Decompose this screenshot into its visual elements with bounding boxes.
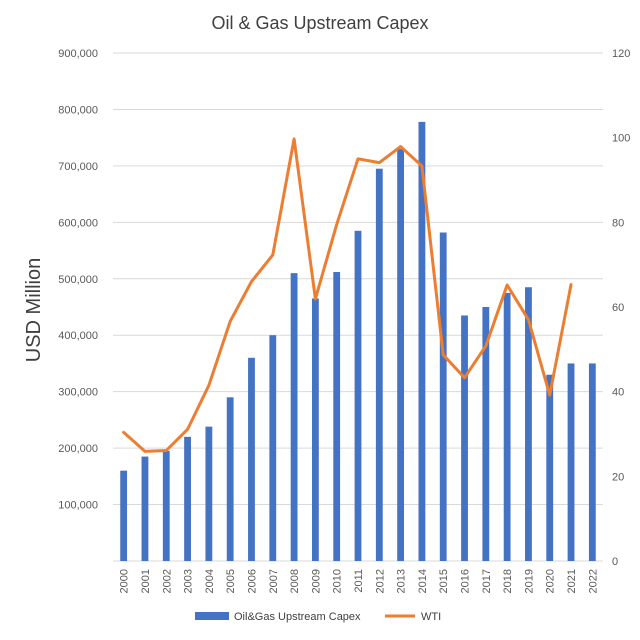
right-tick-label: 20 [612,471,624,483]
left-tick-label: 400,000 [58,330,98,342]
capex-bars [120,121,596,562]
left-tick-label: 700,000 [58,161,98,173]
capex-bar [269,335,277,561]
x-tick-label: 2019 [523,569,535,593]
x-tick-label: 2003 [183,569,195,593]
x-tick-label: 2012 [374,569,386,593]
capex-bar [333,272,341,561]
capex-bar [375,168,383,561]
x-tick-label: 2008 [289,569,301,593]
right-tick-label: 100 [612,133,630,145]
capex-bar [418,121,426,562]
capex-bar [567,363,575,561]
x-tick-label: 2014 [417,569,429,593]
left-tick-label: 900,000 [58,48,98,60]
wti-line-layer [122,137,573,453]
capex-bar [461,315,468,561]
x-tick-label: 2004 [204,569,216,593]
capex-bar [226,397,234,561]
x-tick-label: 2017 [481,569,493,593]
x-tick-label: 2001 [140,569,152,593]
chart-title: Oil & Gas Upstream Capex [211,13,428,33]
capex-bar [482,307,490,561]
x-tick-label: 2011 [353,569,365,593]
y-axis-label: USD Million [23,258,45,362]
left-tick-label: 100,000 [58,500,98,512]
x-tick-label: 2016 [460,569,472,593]
right-tick-label: 40 [612,387,624,399]
x-tick-label: 2009 [310,569,322,593]
capex-bar [205,426,213,561]
left-tick-label: 500,000 [58,274,98,286]
legend-label-wti: WTI [421,611,441,623]
capex-bar [248,357,255,561]
capex-bar [184,436,191,561]
x-tick-label: 2013 [396,569,408,593]
capex-bar [120,470,128,561]
capex-bar [525,287,532,561]
x-tick-label: 2005 [225,569,237,593]
capex-bar [439,232,447,561]
x-tick-label: 2015 [438,569,450,593]
wti-line [122,137,573,453]
x-tick-label: 2006 [246,569,258,593]
legend-label-capex: Oil&Gas Upstream Capex [234,611,361,623]
x-tick-label: 2000 [119,569,131,593]
right-tick-label: 120 [612,48,630,60]
capex-bar [141,456,149,561]
legend-swatch-capex [195,612,229,620]
left-tick-label: 300,000 [58,387,98,399]
right-tick-label: 60 [612,302,624,314]
x-tick-label: 2020 [545,569,557,593]
left-axis-ticks: 100,000 200,000 300,000 400,000 500,000 600,0… [58,48,98,512]
x-tick-label: 2018 [502,569,514,593]
capex-bar [546,374,554,561]
x-axis-ticks: 2000 2001 2002 2003 2004 2005 2006 2007 2008 2009… [119,569,600,593]
x-tick-label: 2002 [161,569,173,593]
right-axis-ticks: 0 20 40 60 80 100 120 [612,48,630,568]
capex-bar [162,450,170,561]
capex-bar [588,363,596,561]
capex-bar [503,292,511,561]
right-tick-label: 0 [612,556,618,568]
capex-bar [290,273,298,561]
left-tick-label: 200,000 [58,443,98,455]
left-tick-label: 600,000 [58,217,98,229]
x-tick-label: 2021 [566,569,578,593]
x-tick-label: 2007 [268,569,280,593]
capex-bar [397,148,405,561]
legend: Oil&Gas Upstream Capex WTI [195,611,441,623]
capex-bar [311,298,319,561]
x-tick-label: 2010 [332,569,344,593]
left-tick-label: 800,000 [58,104,98,116]
x-tick-label: 2022 [587,569,599,593]
right-tick-label: 80 [612,217,624,229]
capex-bar [354,230,362,562]
